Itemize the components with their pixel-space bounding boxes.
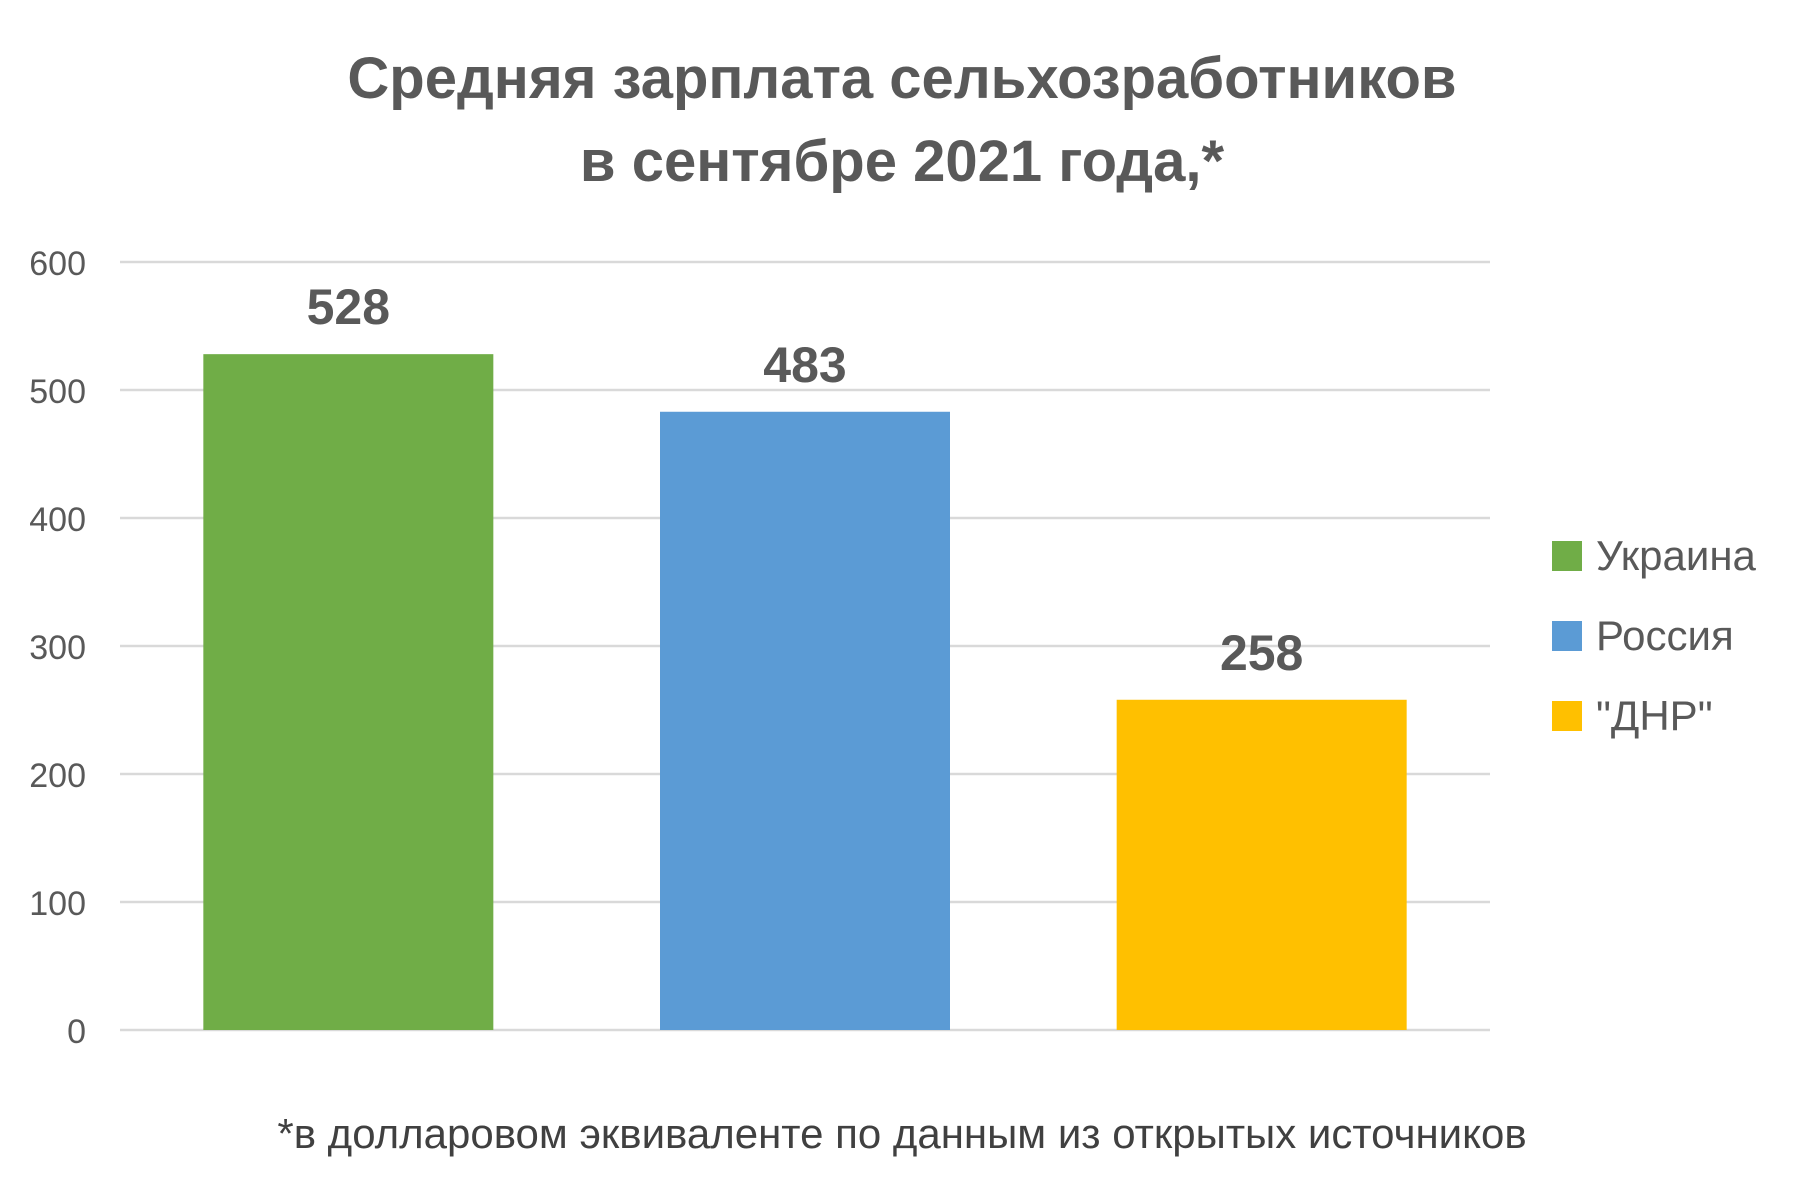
y-tick-label-100: 100	[29, 885, 86, 923]
legend-swatch-2	[1552, 701, 1582, 731]
legend-swatch-1	[1552, 621, 1582, 651]
legend: Украина Россия "ДНР"	[1552, 516, 1756, 756]
chart-title-line-1: Средняя зарплата сельхозработников	[347, 46, 1457, 111]
legend-label-1: Россия	[1596, 612, 1734, 659]
y-tick-label-400: 400	[29, 501, 86, 539]
y-tick-label-600: 600	[29, 245, 86, 283]
bar-0	[203, 354, 494, 1030]
y-tick-label-500: 500	[29, 373, 86, 411]
chart-title-line-2: в сентябре 2021 года,*	[579, 129, 1225, 194]
footnote: *в долларовом эквиваленте по данным из о…	[277, 1110, 1527, 1157]
legend-label-0: Украина	[1596, 532, 1756, 579]
legend-swatch-0	[1552, 541, 1582, 571]
data-label-1: 483	[763, 337, 846, 393]
data-label-0: 528	[307, 279, 390, 335]
legend-item-1: Россия	[1552, 596, 1756, 676]
legend-item-2: "ДНР"	[1552, 676, 1756, 756]
data-label-2: 258	[1220, 625, 1303, 681]
y-tick-label-300: 300	[29, 629, 86, 667]
y-tick-label-0: 0	[67, 1013, 86, 1051]
y-tick-label-200: 200	[29, 757, 86, 795]
bar-1	[660, 411, 950, 1030]
legend-label-2: "ДНР"	[1596, 692, 1713, 739]
legend-item-0: Украина	[1552, 516, 1756, 596]
bar-2	[1116, 699, 1407, 1030]
